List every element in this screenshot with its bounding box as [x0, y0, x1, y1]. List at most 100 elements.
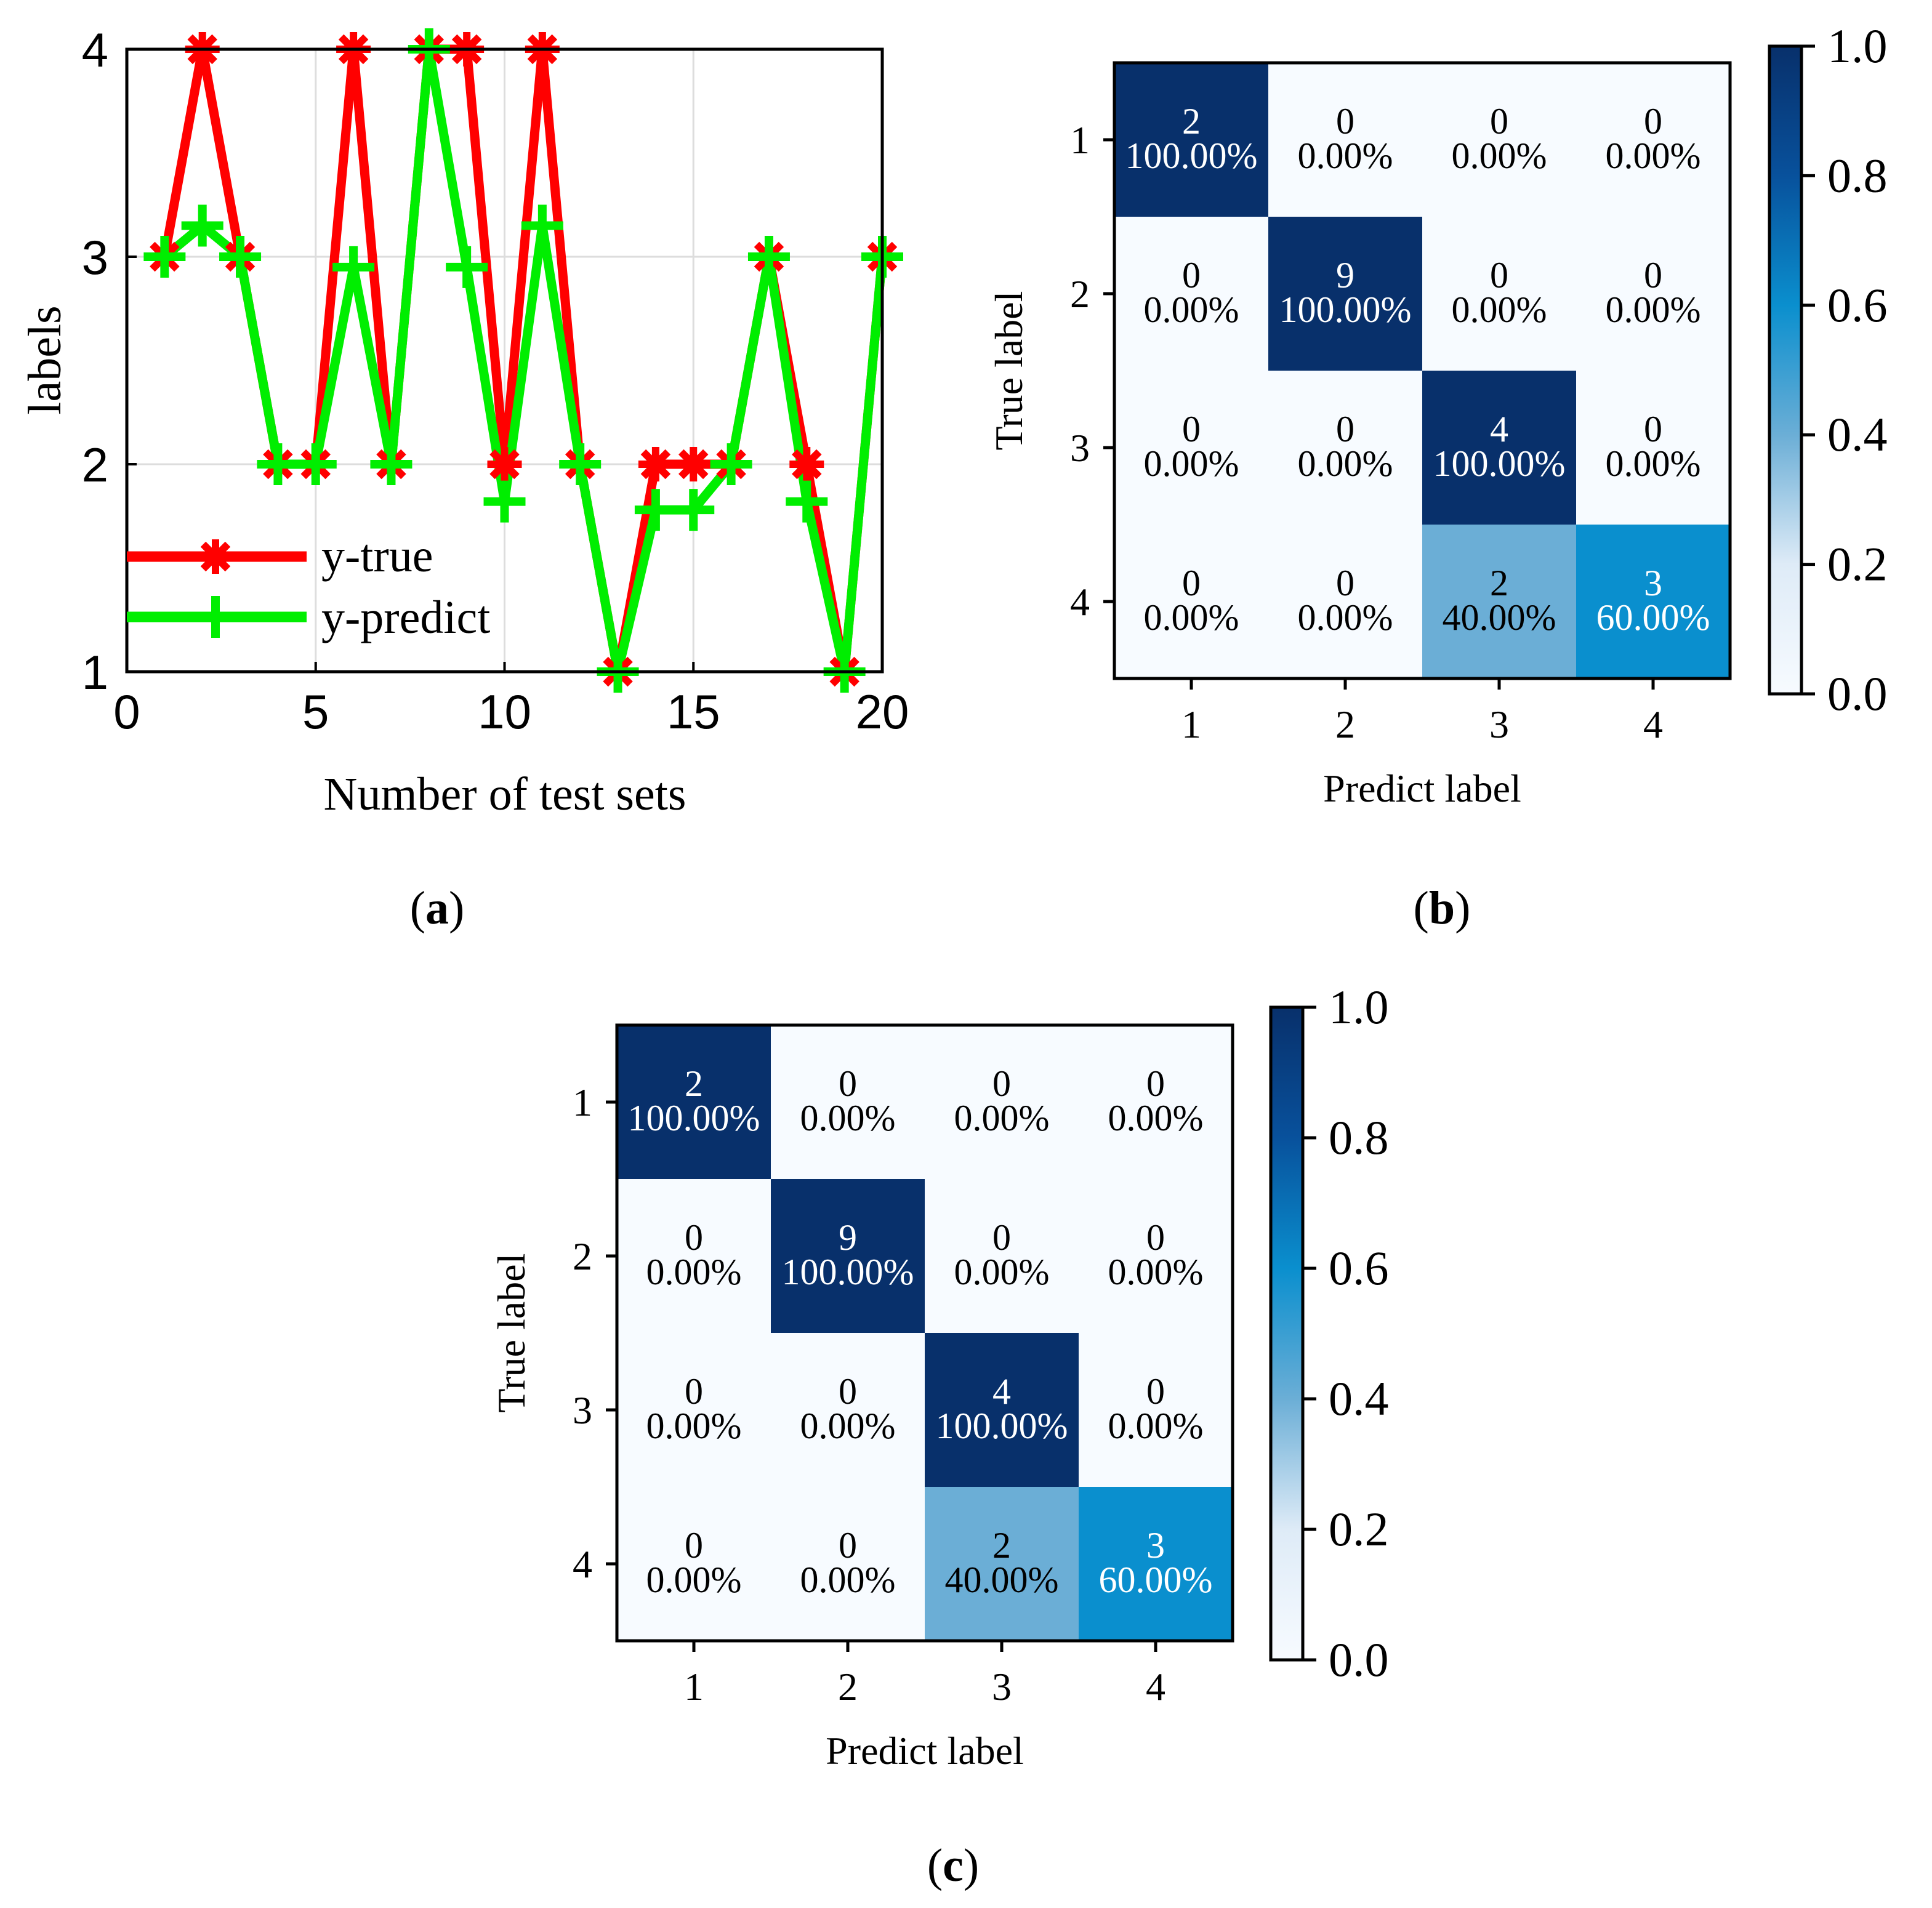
- cell-percent-label: 0.00%: [954, 1098, 1050, 1138]
- confusion-matrix-panel-c: 2100.00%00.00%00.00%00.00%00.00%9100.00%…: [489, 980, 1389, 1773]
- y-axis-label: labels: [19, 305, 71, 414]
- heatmap-cell: [1268, 371, 1422, 525]
- cell-percent-label: 40.00%: [1443, 597, 1556, 638]
- heatmap-cell: [1268, 217, 1422, 371]
- x-tick-label: 20: [856, 685, 909, 739]
- x-tick-label: 1: [684, 1665, 704, 1709]
- heatmap-cell: [617, 1487, 771, 1641]
- cell-percent-label: 100.00%: [1125, 135, 1258, 176]
- heatmap-cell: [1422, 371, 1576, 525]
- asterisk-stroke: [640, 449, 671, 480]
- panel-caption-b-letter: b: [1429, 882, 1455, 934]
- x-tick-label: 0: [113, 685, 140, 739]
- data-point-plus: [559, 443, 602, 485]
- cell-percent-label: 0.00%: [800, 1406, 896, 1446]
- cell-count-label: 3: [1644, 563, 1662, 603]
- data-point-plus: [370, 443, 413, 485]
- cell-percent-label: 0.00%: [1298, 597, 1393, 638]
- heatmap-cell: [1576, 63, 1730, 217]
- cell-count-label: 0: [1146, 1217, 1165, 1258]
- confusion-matrix-panel-b: 2100.00%00.00%00.00%00.00%00.00%9100.00%…: [987, 19, 1888, 810]
- heatmap-cell: [925, 1333, 1079, 1487]
- cell-count-label: 2: [1182, 101, 1201, 142]
- panel-caption-b: (b): [1414, 882, 1471, 934]
- asterisk-stroke: [678, 449, 709, 480]
- x-axis-label: Predict label: [826, 1729, 1024, 1773]
- cell-percent-label: 0.00%: [1108, 1098, 1204, 1138]
- cell-percent-label: 0.00%: [646, 1252, 742, 1292]
- chart-series: [143, 28, 903, 693]
- y-tick-label: 1: [573, 1081, 592, 1124]
- cell-percent-label: 0.00%: [1144, 443, 1239, 484]
- data-point-plus: [294, 443, 337, 485]
- heatmap-cell: [1079, 1333, 1233, 1487]
- cell-count-label: 0: [839, 1063, 857, 1104]
- y-tick-label: 1: [82, 645, 108, 699]
- data-point-plus: [521, 204, 563, 247]
- legend-marker-asterisk-icon: [198, 539, 233, 574]
- data-point-plus: [219, 236, 262, 278]
- colorbar-tick-label: 1.0: [1827, 19, 1888, 73]
- colorbar-tick-label: 0.6: [1329, 1241, 1389, 1295]
- heatmap-cell: [1114, 371, 1268, 525]
- data-point-plus: [446, 246, 488, 288]
- data-point-asterisk: [487, 447, 522, 481]
- cell-count-label: 0: [1490, 101, 1508, 142]
- cell-percent-label: 0.00%: [1606, 443, 1701, 484]
- heatmap-cell: [1576, 371, 1730, 525]
- y-tick-label: 3: [82, 230, 108, 284]
- heatmap-cell: [1114, 525, 1268, 678]
- data-point-plus: [786, 480, 828, 523]
- legend: y-true y-predict: [127, 530, 490, 643]
- heatmap-cell: [1114, 63, 1268, 217]
- heatmap-cell: [771, 1333, 925, 1487]
- colorbar-tick-label: 0.2: [1329, 1502, 1389, 1556]
- heatmap-cell: [925, 1179, 1079, 1333]
- cell-count-label: 0: [839, 1525, 857, 1566]
- data-point-plus: [143, 236, 186, 278]
- cell-percent-label: 0.00%: [1606, 289, 1701, 330]
- y-axis-label: True label: [489, 1254, 533, 1413]
- cell-percent-label: 0.00%: [646, 1406, 742, 1446]
- cell-percent-label: 0.00%: [1108, 1406, 1204, 1446]
- heatmap-cell: [1576, 525, 1730, 678]
- heatmap-cell: [1114, 217, 1268, 371]
- cell-count-label: 0: [1490, 255, 1508, 296]
- heatmap-cell: [771, 1179, 925, 1333]
- cell-count-label: 0: [1644, 101, 1662, 142]
- panel-caption-c-letter: c: [943, 1840, 964, 1891]
- cell-count-label: 2: [1490, 563, 1508, 603]
- y-tick-label: 3: [1070, 426, 1090, 470]
- data-point-plus: [710, 443, 752, 485]
- cell-count-label: 9: [839, 1217, 857, 1258]
- grid-lines: [126, 48, 883, 673]
- cell-percent-label: 100.00%: [628, 1098, 760, 1138]
- colorbar: [1269, 1005, 1305, 1662]
- matrix-frame: [1113, 61, 1732, 680]
- heatmap-cell: [1079, 1179, 1233, 1333]
- x-tick-label: 10: [478, 685, 531, 739]
- cell-count-label: 0: [685, 1525, 703, 1566]
- colorbar-tick-label: 0.8: [1827, 148, 1888, 202]
- heatmap-cell: [1268, 63, 1422, 217]
- cell-percent-label: 100.00%: [1279, 289, 1412, 330]
- cell-percent-label: 0.00%: [800, 1098, 896, 1138]
- cell-count-label: 2: [992, 1525, 1011, 1566]
- data-point-plus: [332, 246, 375, 288]
- heatmap-cell: [1576, 217, 1730, 371]
- data-point-plus: [634, 489, 677, 531]
- heatmap-cell: [771, 1025, 925, 1179]
- data-point-plus: [747, 236, 790, 278]
- cell-percent-label: 0.00%: [954, 1252, 1050, 1292]
- data-point-plus: [483, 480, 526, 523]
- heatmap-cell: [1422, 217, 1576, 371]
- cell-count-label: 0: [1644, 255, 1662, 296]
- cell-percent-label: 0.00%: [1452, 135, 1547, 176]
- x-tick-label: 2: [1335, 702, 1355, 746]
- legend-label-y-true: y-true: [321, 530, 433, 582]
- legend-label-y-predict: y-predict: [321, 592, 490, 643]
- cell-percent-label: 100.00%: [1433, 443, 1566, 484]
- cell-count-label: 0: [685, 1217, 703, 1258]
